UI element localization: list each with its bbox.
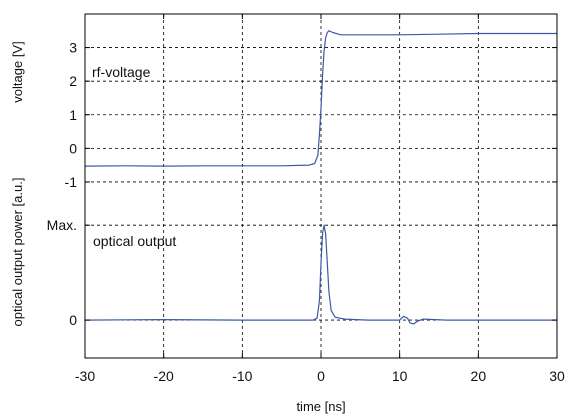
ticks bbox=[84, 14, 558, 358]
x-axis-label: time [ns] bbox=[296, 399, 345, 414]
y-axis-label: voltage [V] bbox=[10, 41, 25, 102]
y-tick-label: Max. bbox=[47, 217, 77, 233]
x-tick-label: -20 bbox=[154, 368, 174, 384]
series-line-voltage bbox=[84, 30, 557, 167]
y-tick-label: -1 bbox=[65, 174, 78, 190]
plot-frame bbox=[84, 13, 558, 359]
series-line-optical bbox=[84, 224, 557, 325]
y-tick-label: 0 bbox=[69, 140, 77, 156]
x-tick-label: 10 bbox=[392, 368, 408, 384]
y-tick-label: 2 bbox=[69, 73, 77, 89]
y-tick-label: 3 bbox=[69, 40, 77, 56]
annotation-label: optical output bbox=[93, 233, 176, 249]
x-tick-label: -30 bbox=[75, 368, 95, 384]
x-tick-label: 30 bbox=[549, 368, 565, 384]
grid bbox=[85, 14, 557, 358]
x-tick-label: -10 bbox=[232, 368, 252, 384]
y-axis-label: optical output power [a.u.] bbox=[10, 178, 25, 327]
y-tick-label: 1 bbox=[69, 107, 77, 123]
annotation-label: rf-voltage bbox=[92, 64, 151, 80]
x-tick-label: 0 bbox=[317, 368, 325, 384]
y-tick-label: 0 bbox=[69, 312, 77, 328]
x-tick-label: 20 bbox=[471, 368, 487, 384]
data-layer bbox=[84, 30, 557, 325]
